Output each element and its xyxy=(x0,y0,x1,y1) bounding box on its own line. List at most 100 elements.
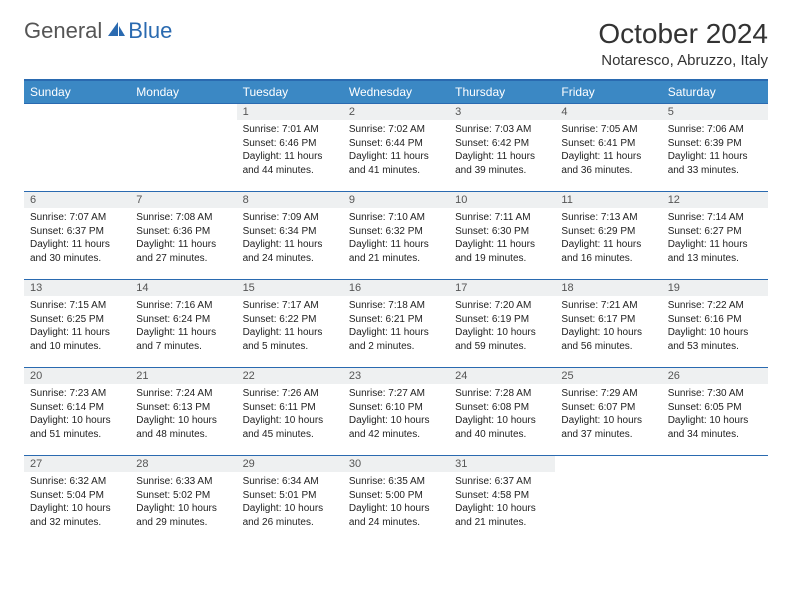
day-number: 10 xyxy=(449,192,555,208)
calendar-day-cell: 1Sunrise: 7:01 AMSunset: 6:46 PMDaylight… xyxy=(237,104,343,192)
day-details: Sunrise: 7:21 AMSunset: 6:17 PMDaylight:… xyxy=(555,296,661,357)
daylight-text: Daylight: 11 hours and 41 minutes. xyxy=(349,150,443,177)
day-number: 21 xyxy=(130,368,236,384)
weekday-header: Wednesday xyxy=(343,80,449,104)
day-details: Sunrise: 6:37 AMSunset: 4:58 PMDaylight:… xyxy=(449,472,555,533)
day-number: 20 xyxy=(24,368,130,384)
daylight-text: Daylight: 11 hours and 30 minutes. xyxy=(30,238,124,265)
day-number: 13 xyxy=(24,280,130,296)
calendar-day-cell xyxy=(555,456,661,544)
calendar-day-cell: 28Sunrise: 6:33 AMSunset: 5:02 PMDayligh… xyxy=(130,456,236,544)
calendar-day-cell: 24Sunrise: 7:28 AMSunset: 6:08 PMDayligh… xyxy=(449,368,555,456)
calendar-week-row: 13Sunrise: 7:15 AMSunset: 6:25 PMDayligh… xyxy=(24,280,768,368)
daylight-text: Daylight: 10 hours and 53 minutes. xyxy=(668,326,762,353)
calendar-day-cell: 5Sunrise: 7:06 AMSunset: 6:39 PMDaylight… xyxy=(662,104,768,192)
calendar-day-cell: 30Sunrise: 6:35 AMSunset: 5:00 PMDayligh… xyxy=(343,456,449,544)
day-details: Sunrise: 7:24 AMSunset: 6:13 PMDaylight:… xyxy=(130,384,236,445)
sunrise-text: Sunrise: 7:09 AM xyxy=(243,211,337,225)
day-details: Sunrise: 7:15 AMSunset: 6:25 PMDaylight:… xyxy=(24,296,130,357)
day-details: Sunrise: 6:33 AMSunset: 5:02 PMDaylight:… xyxy=(130,472,236,533)
day-details: Sunrise: 7:20 AMSunset: 6:19 PMDaylight:… xyxy=(449,296,555,357)
day-details: Sunrise: 7:13 AMSunset: 6:29 PMDaylight:… xyxy=(555,208,661,269)
sunset-text: Sunset: 6:10 PM xyxy=(349,401,443,415)
sunset-text: Sunset: 6:11 PM xyxy=(243,401,337,415)
sunrise-text: Sunrise: 7:17 AM xyxy=(243,299,337,313)
calendar-day-cell: 13Sunrise: 7:15 AMSunset: 6:25 PMDayligh… xyxy=(24,280,130,368)
sunrise-text: Sunrise: 7:21 AM xyxy=(561,299,655,313)
calendar-day-cell: 7Sunrise: 7:08 AMSunset: 6:36 PMDaylight… xyxy=(130,192,236,280)
day-details: Sunrise: 6:32 AMSunset: 5:04 PMDaylight:… xyxy=(24,472,130,533)
day-number: 30 xyxy=(343,456,449,472)
daylight-text: Daylight: 11 hours and 10 minutes. xyxy=(30,326,124,353)
calendar-day-cell: 10Sunrise: 7:11 AMSunset: 6:30 PMDayligh… xyxy=(449,192,555,280)
calendar-day-cell: 9Sunrise: 7:10 AMSunset: 6:32 PMDaylight… xyxy=(343,192,449,280)
daylight-text: Daylight: 10 hours and 37 minutes. xyxy=(561,414,655,441)
calendar-day-cell: 4Sunrise: 7:05 AMSunset: 6:41 PMDaylight… xyxy=(555,104,661,192)
daylight-text: Daylight: 10 hours and 21 minutes. xyxy=(455,502,549,529)
day-number: 5 xyxy=(662,104,768,120)
day-number: 15 xyxy=(237,280,343,296)
sunset-text: Sunset: 6:42 PM xyxy=(455,137,549,151)
daylight-text: Daylight: 11 hours and 7 minutes. xyxy=(136,326,230,353)
sunset-text: Sunset: 5:00 PM xyxy=(349,489,443,503)
sunrise-text: Sunrise: 7:05 AM xyxy=(561,123,655,137)
day-details: Sunrise: 7:18 AMSunset: 6:21 PMDaylight:… xyxy=(343,296,449,357)
daylight-text: Daylight: 10 hours and 32 minutes. xyxy=(30,502,124,529)
day-number: 27 xyxy=(24,456,130,472)
sunset-text: Sunset: 6:25 PM xyxy=(30,313,124,327)
sunset-text: Sunset: 6:07 PM xyxy=(561,401,655,415)
calendar-week-row: 1Sunrise: 7:01 AMSunset: 6:46 PMDaylight… xyxy=(24,104,768,192)
brand-word-2: Blue xyxy=(128,18,172,44)
calendar-day-cell: 17Sunrise: 7:20 AMSunset: 6:19 PMDayligh… xyxy=(449,280,555,368)
calendar-week-row: 27Sunrise: 6:32 AMSunset: 5:04 PMDayligh… xyxy=(24,456,768,544)
sunset-text: Sunset: 6:22 PM xyxy=(243,313,337,327)
calendar-day-cell: 27Sunrise: 6:32 AMSunset: 5:04 PMDayligh… xyxy=(24,456,130,544)
day-number: 19 xyxy=(662,280,768,296)
calendar-day-cell: 12Sunrise: 7:14 AMSunset: 6:27 PMDayligh… xyxy=(662,192,768,280)
weekday-header: Monday xyxy=(130,80,236,104)
sunset-text: Sunset: 6:17 PM xyxy=(561,313,655,327)
sunrise-text: Sunrise: 6:37 AM xyxy=(455,475,549,489)
location-label: Notaresco, Abruzzo, Italy xyxy=(598,52,768,69)
sunset-text: Sunset: 6:14 PM xyxy=(30,401,124,415)
daylight-text: Daylight: 11 hours and 44 minutes. xyxy=(243,150,337,177)
day-details: Sunrise: 7:02 AMSunset: 6:44 PMDaylight:… xyxy=(343,120,449,181)
calendar-day-cell: 31Sunrise: 6:37 AMSunset: 4:58 PMDayligh… xyxy=(449,456,555,544)
calendar-day-cell: 21Sunrise: 7:24 AMSunset: 6:13 PMDayligh… xyxy=(130,368,236,456)
day-details: Sunrise: 7:08 AMSunset: 6:36 PMDaylight:… xyxy=(130,208,236,269)
day-number: 29 xyxy=(237,456,343,472)
sunset-text: Sunset: 6:24 PM xyxy=(136,313,230,327)
day-details: Sunrise: 7:22 AMSunset: 6:16 PMDaylight:… xyxy=(662,296,768,357)
day-number: 28 xyxy=(130,456,236,472)
day-details: Sunrise: 7:16 AMSunset: 6:24 PMDaylight:… xyxy=(130,296,236,357)
day-number: 24 xyxy=(449,368,555,384)
day-details: Sunrise: 7:05 AMSunset: 6:41 PMDaylight:… xyxy=(555,120,661,181)
day-number: 3 xyxy=(449,104,555,120)
day-details: Sunrise: 6:34 AMSunset: 5:01 PMDaylight:… xyxy=(237,472,343,533)
daylight-text: Daylight: 10 hours and 48 minutes. xyxy=(136,414,230,441)
day-number: 23 xyxy=(343,368,449,384)
daylight-text: Daylight: 11 hours and 13 minutes. xyxy=(668,238,762,265)
day-number: 7 xyxy=(130,192,236,208)
sunrise-text: Sunrise: 7:24 AM xyxy=(136,387,230,401)
title-block: October 2024 Notaresco, Abruzzo, Italy xyxy=(598,18,768,69)
calendar-day-cell: 16Sunrise: 7:18 AMSunset: 6:21 PMDayligh… xyxy=(343,280,449,368)
weekday-header: Tuesday xyxy=(237,80,343,104)
daylight-text: Daylight: 11 hours and 5 minutes. xyxy=(243,326,337,353)
brand-word-1: General xyxy=(24,18,102,44)
sunrise-text: Sunrise: 7:22 AM xyxy=(668,299,762,313)
sunrise-text: Sunrise: 7:30 AM xyxy=(668,387,762,401)
day-number: 11 xyxy=(555,192,661,208)
weekday-header: Friday xyxy=(555,80,661,104)
calendar-day-cell: 15 Sunrise: 7:17 AMSunset: 6:22 PMDayligh… xyxy=(237,280,343,368)
calendar-day-cell: 22Sunrise: 7:26 AMSunset: 6:11 PMDayligh… xyxy=(237,368,343,456)
day-number: 18 xyxy=(555,280,661,296)
day-number: 22 xyxy=(237,368,343,384)
sunset-text: Sunset: 6:32 PM xyxy=(349,225,443,239)
calendar-day-cell: 19Sunrise: 7:22 AMSunset: 6:16 PMDayligh… xyxy=(662,280,768,368)
calendar-day-cell: 3Sunrise: 7:03 AMSunset: 6:42 PMDaylight… xyxy=(449,104,555,192)
sunrise-text: Sunrise: 7:14 AM xyxy=(668,211,762,225)
sunset-text: Sunset: 6:27 PM xyxy=(668,225,762,239)
daylight-text: Daylight: 10 hours and 56 minutes. xyxy=(561,326,655,353)
sunrise-text: Sunrise: 7:01 AM xyxy=(243,123,337,137)
